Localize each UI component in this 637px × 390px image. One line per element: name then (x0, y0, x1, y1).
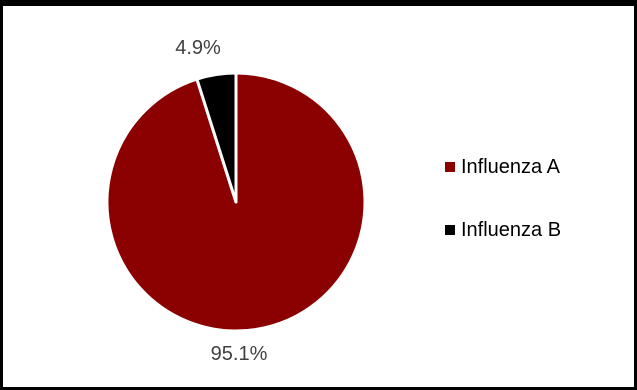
legend-label-influenza-b: Influenza B (461, 219, 561, 242)
data-label-influenza-b: 4.9% (175, 37, 221, 59)
legend-item-influenza-a: Influenza A (445, 152, 561, 182)
legend-swatch-influenza-a (445, 162, 455, 172)
legend-item-influenza-b: Influenza B (445, 215, 561, 245)
legend-swatch-influenza-b (445, 225, 455, 235)
data-label-influenza-a: 95.1% (211, 343, 268, 365)
legend-label-influenza-a: Influenza A (461, 156, 560, 179)
legend: Influenza A Influenza B (445, 152, 561, 278)
chart-area: 95.1% 4.9% Influenza A Influenza B (0, 3, 637, 390)
